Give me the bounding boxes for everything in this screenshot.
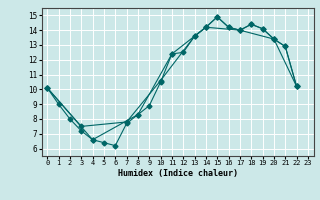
X-axis label: Humidex (Indice chaleur): Humidex (Indice chaleur) [118,169,237,178]
